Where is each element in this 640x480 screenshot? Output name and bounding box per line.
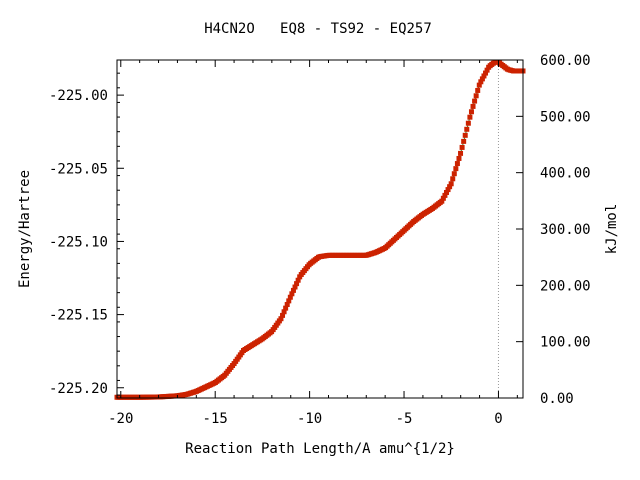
data-point <box>459 144 465 150</box>
data-point <box>465 120 471 126</box>
y-tick-label: -225.20 <box>49 381 108 397</box>
data-point <box>295 277 301 283</box>
data-point <box>281 309 287 315</box>
data-point <box>478 79 484 85</box>
y2-tick-label: 100.00 <box>540 335 591 351</box>
data-points-layer <box>114 59 526 400</box>
data-point <box>462 132 468 138</box>
data-point <box>442 192 448 198</box>
y2-axis-label: kJ/mol <box>604 204 620 255</box>
plot-frame <box>116 59 524 399</box>
x-tick-label: -20 <box>108 411 133 427</box>
data-point <box>439 198 445 204</box>
data-point <box>454 161 460 167</box>
data-point <box>467 114 473 120</box>
data-point <box>484 67 490 73</box>
data-point <box>443 189 449 195</box>
x-tick-label: -10 <box>297 411 322 427</box>
y-tick-label: -225.10 <box>49 234 108 250</box>
data-point <box>287 294 293 300</box>
data-point <box>464 126 470 132</box>
y-tick-label: -225.15 <box>49 308 108 324</box>
x-tick-label: 0 <box>494 411 502 427</box>
data-point <box>447 184 453 190</box>
data-point <box>453 166 459 172</box>
y2-tick-label: 400.00 <box>540 166 591 182</box>
data-point <box>468 109 474 115</box>
data-point <box>461 138 467 144</box>
data-point <box>479 76 485 82</box>
chart-title: H4CN2O EQ8 - TS92 - EQ257 <box>204 21 432 37</box>
y2-tick-label: 500.00 <box>540 109 591 125</box>
y2-tick-label: 300.00 <box>540 222 591 238</box>
y2-tick-label: 200.00 <box>540 278 591 294</box>
y2-tick-label: 0.00 <box>540 391 574 407</box>
data-point <box>284 301 290 307</box>
x-tick-label: -5 <box>396 411 413 427</box>
data-point <box>476 82 482 88</box>
data-point <box>456 155 462 161</box>
y-axis-label: Energy/Hartree <box>17 170 33 288</box>
x-axis-label: Reaction Path Length/A amu^{1/2} <box>185 441 455 457</box>
data-point <box>283 305 289 311</box>
data-point <box>481 73 487 79</box>
data-point <box>445 187 451 193</box>
data-point <box>289 291 295 297</box>
y2-tick-label: 600.00 <box>540 53 591 69</box>
series-line-layer <box>117 61 523 398</box>
data-point <box>280 312 286 318</box>
data-point <box>450 176 456 182</box>
series-line <box>117 61 523 398</box>
data-point <box>290 287 296 293</box>
data-point <box>451 171 457 177</box>
data-point <box>286 298 292 304</box>
y-tick-label: -225.00 <box>49 88 108 104</box>
data-point <box>475 87 481 93</box>
data-point <box>292 284 298 290</box>
data-point <box>470 103 476 109</box>
data-point <box>294 281 300 287</box>
data-point <box>448 181 454 187</box>
data-point <box>278 316 284 322</box>
data-point <box>440 195 446 201</box>
data-point <box>473 93 479 99</box>
y-tick-label: -225.05 <box>49 161 108 177</box>
x-tick-label: -15 <box>203 411 228 427</box>
axes-layer: -20 -15 -10 -5 0 -225.20 -225.15 -225.10 -225.05… <box>49 53 591 427</box>
data-point <box>483 70 489 76</box>
data-point <box>458 150 464 156</box>
data-point <box>472 98 478 104</box>
